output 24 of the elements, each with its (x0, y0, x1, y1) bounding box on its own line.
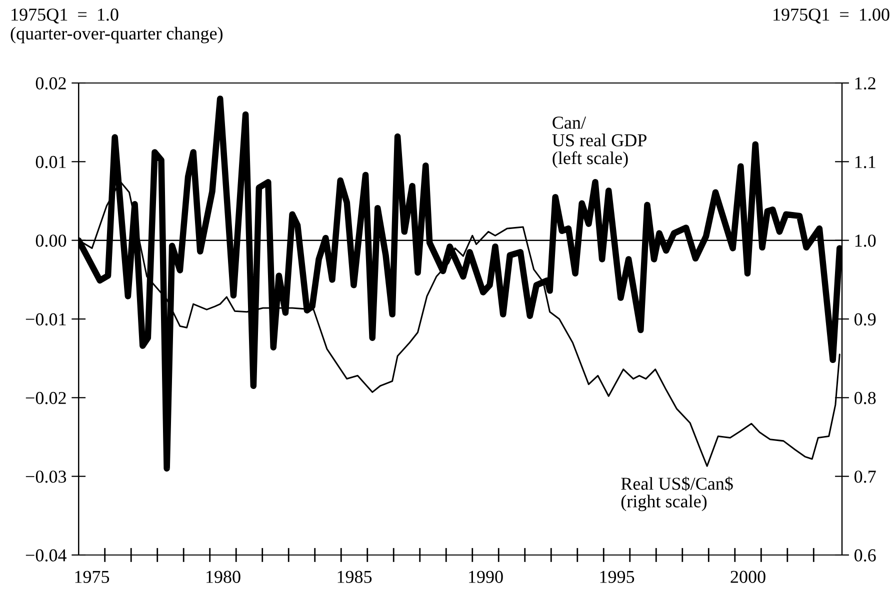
x-tick-label: 2000 (730, 570, 766, 583)
y-axis-title: 1975Q1 = 1.0 (quarter-over-quarter change) (10, 8, 223, 44)
y2-tick-label: 0.9 (854, 313, 876, 326)
y2-tick-label: 1.1 (855, 156, 876, 168)
y2-tick-label: 0.7 (854, 470, 876, 483)
y2-tick-label: 0.6 (854, 549, 876, 562)
y-tick-label: −0.04 (26, 549, 67, 562)
y2-tick-label: 0.8 (854, 392, 876, 404)
y-tick-label: −0.02 (26, 392, 66, 404)
y2-tick-label: 1.2 (855, 77, 876, 90)
x-tick-label: 1975 (75, 570, 110, 583)
series-label: Can/ US real GDP (left scale) (552, 116, 646, 168)
x-tick-label: 1985 (338, 570, 372, 583)
series-label: Real US$/Can$ (right scale) (621, 476, 733, 512)
x-tick-label: 1995 (600, 570, 634, 583)
y-tick-label: −0.01 (26, 313, 66, 326)
y2-axis-title: 1975Q1 = 1.00 (774, 8, 890, 24)
x-tick-label: 1980 (206, 570, 240, 583)
y-tick-label: 0.02 (36, 77, 66, 90)
y-tick-label: 0.01 (36, 156, 66, 168)
y2-tick-label: 1.0 (855, 234, 876, 247)
x-tick-label: 1990 (469, 570, 503, 583)
y-tick-label: −0.03 (26, 470, 66, 483)
y-tick-label: 0.00 (36, 234, 66, 247)
